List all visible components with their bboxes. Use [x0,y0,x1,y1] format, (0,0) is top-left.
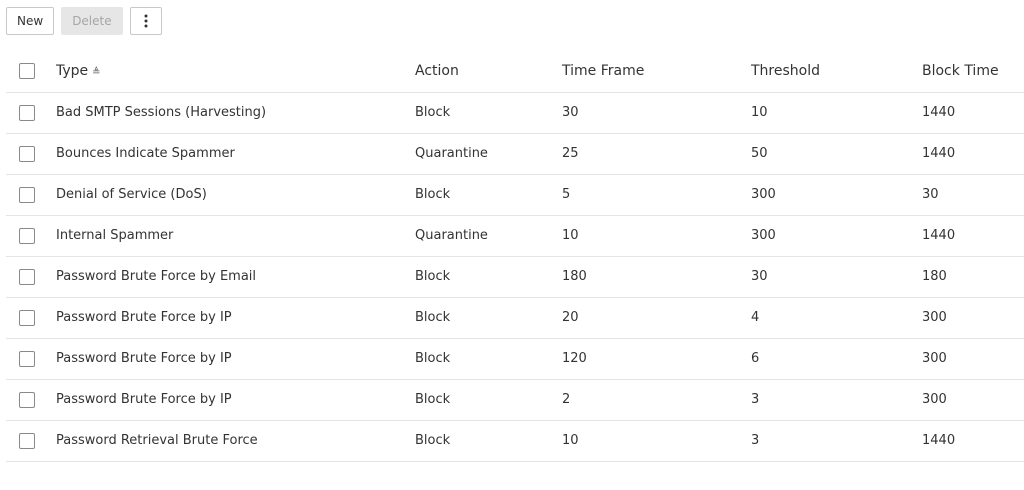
cell-action: Quarantine [415,228,488,243]
cell-threshold: 50 [751,146,768,161]
cell-threshold: 30 [751,269,768,284]
table-row[interactable]: Password Brute Force by IP Block 20 4 300 [6,297,1024,338]
table-row[interactable]: Password Brute Force by Email Block 180 30 1… [6,256,1024,297]
cell-action: Block [415,433,451,448]
delete-button[interactable]: Delete [61,7,123,35]
cell-type: Password Brute Force by Email [56,269,257,284]
cell-threshold: 3 [751,433,760,448]
cell-action: Block [415,310,451,325]
row-checkbox[interactable] [19,432,35,449]
column-header-action[interactable]: Action [415,63,459,80]
cell-time-frame: 120 [562,351,587,366]
cell-threshold: 10 [751,105,768,120]
column-header-threshold[interactable]: Threshold [751,63,820,80]
cell-threshold: 6 [751,351,760,366]
cell-block-time: 300 [922,310,947,325]
toolbar: New Delete [6,7,162,35]
cell-type: Bad SMTP Sessions (Harvesting) [56,105,267,120]
cell-block-time: 30 [922,187,939,202]
cell-time-frame: 30 [562,105,579,120]
cell-block-time: 180 [922,269,947,284]
cell-action: Block [415,351,451,366]
row-checkbox[interactable] [19,104,35,121]
cell-time-frame: 10 [562,228,579,243]
cell-time-frame: 5 [562,187,571,202]
header-row: Type ≜ Action Time Frame Threshold Block … [6,51,1024,92]
table-row[interactable]: Internal Spammer Quarantine 10 300 1440 [6,215,1024,256]
cell-action: Block [415,187,451,202]
table-row[interactable]: Password Retrieval Brute Force Block 10 3 14… [6,420,1024,461]
column-header-type[interactable]: Type ≜ [56,63,101,80]
rules-table: Type ≜ Action Time Frame Threshold Block … [6,51,1024,462]
column-header-block-time[interactable]: Block Time [922,63,999,80]
cell-type: Password Brute Force by IP [56,310,232,325]
select-all-checkbox[interactable] [19,63,35,80]
table-row[interactable]: Bounces Indicate Spammer Quarantine 25 50 14… [6,133,1024,174]
cell-type: Password Brute Force by IP [56,392,232,407]
cell-type: Denial of Service (DoS) [56,187,207,202]
cell-block-time: 300 [922,392,947,407]
cell-time-frame: 10 [562,433,579,448]
cell-type: Password Brute Force by IP [56,351,232,366]
cell-type: Internal Spammer [56,228,174,243]
cell-type: Password Retrieval Brute Force [56,433,258,448]
table-row[interactable]: Bad SMTP Sessions (Harvesting) Block 30 10 1… [6,92,1024,133]
more-vertical-icon [144,14,148,28]
row-checkbox[interactable] [19,268,35,285]
cell-time-frame: 20 [562,310,579,325]
cell-block-time: 300 [922,351,947,366]
cell-action: Block [415,392,451,407]
cell-time-frame: 25 [562,146,579,161]
cell-type: Bounces Indicate Spammer [56,146,235,161]
row-checkbox[interactable] [19,227,35,244]
cell-block-time: 1440 [922,228,956,243]
row-checkbox[interactable] [19,350,35,367]
cell-threshold: 3 [751,392,760,407]
cell-time-frame: 180 [562,269,587,284]
cell-block-time: 1440 [922,146,956,161]
sort-ascending-icon: ≜ [92,67,101,79]
cell-threshold: 4 [751,310,760,325]
cell-block-time: 1440 [922,105,956,120]
cell-action: Block [415,269,451,284]
row-checkbox[interactable] [19,391,35,408]
row-checkbox[interactable] [19,309,35,326]
row-checkbox[interactable] [19,186,35,203]
row-checkbox[interactable] [19,145,35,162]
cell-threshold: 300 [751,187,776,202]
cell-threshold: 300 [751,228,776,243]
cell-action: Block [415,105,451,120]
table-row[interactable]: Denial of Service (DoS) Block 5 300 30 [6,174,1024,215]
column-header-time-frame[interactable]: Time Frame [562,63,645,80]
more-options-button[interactable] [129,7,162,35]
cell-block-time: 1440 [922,433,956,448]
new-button[interactable]: New [6,7,55,35]
table-row[interactable]: Password Brute Force by IP Block 120 6 300 [6,338,1024,379]
cell-time-frame: 2 [562,392,571,407]
table-row[interactable]: Password Brute Force by IP Block 2 3 300 [6,379,1024,420]
cell-action: Quarantine [415,146,488,161]
